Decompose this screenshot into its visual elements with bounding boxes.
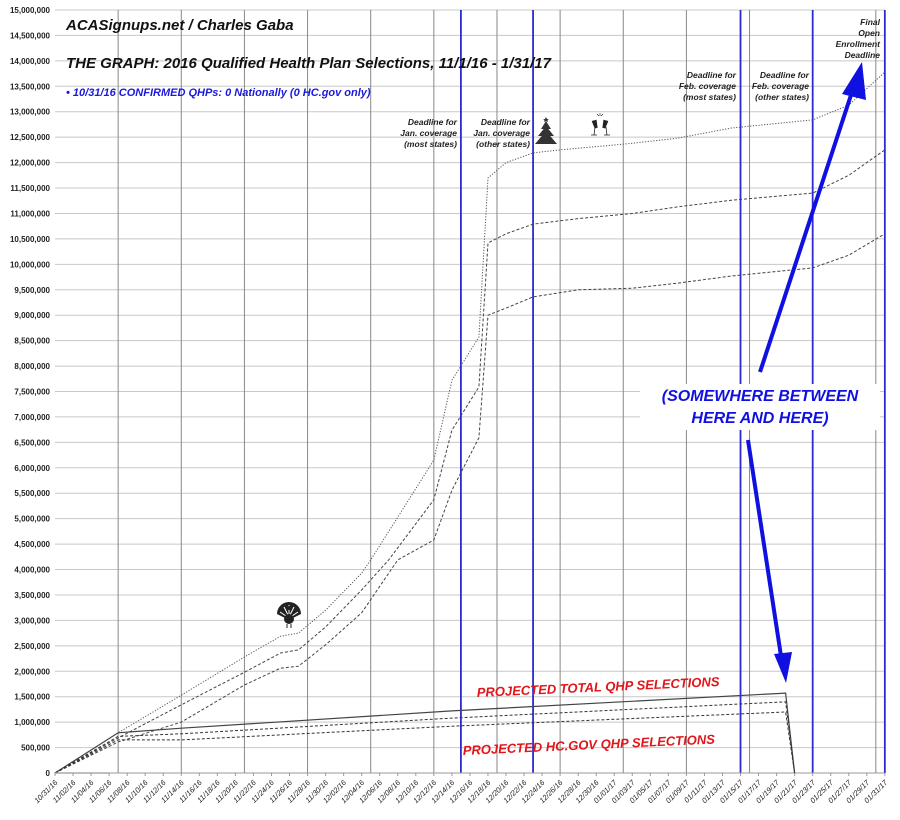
chart-subtitle: • 10/31/16 CONFIRMED QHPs: 0 Nationally … [66,87,371,99]
y-tick-label: 500,000 [21,744,50,753]
arrowhead-up-icon [842,62,866,100]
y-tick-label: 11,500,000 [10,184,50,193]
y-tick-label: 12,000,000 [10,159,51,168]
x-axis: 10/31/1611/02/1611/04/1611/06/1611/08/16… [32,773,890,805]
y-tick-label: 7,000,000 [14,413,50,422]
champagne-toast-icon [591,113,610,136]
y-tick-label: 9,000,000 [14,311,50,320]
y-tick-label: 1,000,000 [14,718,50,727]
annotation-feb-other: Deadline for Feb. coverage (other states… [752,70,810,102]
y-tick-label: 13,000,000 [10,108,51,117]
somewhere-between-text: (SOMEWHERE BETWEEN HERE AND HERE) [640,384,880,430]
y-tick-label: 8,500,000 [14,337,50,346]
chart-title: THE GRAPH: 2016 Qualified Health Plan Se… [66,55,552,72]
y-tick-label: 15,000,000 [10,6,51,15]
arrow-up [758,62,866,373]
y-tick-label: 3,500,000 [14,591,50,600]
annotation-line: (most states) [683,92,736,102]
y-tick-label: 14,500,000 [10,31,51,40]
annotation-line: Feb. coverage [679,81,736,91]
annotation-line: (most states) [404,139,457,149]
y-tick-label: 7,500,000 [14,388,50,397]
annotation-line: Deadline for [408,117,458,127]
y-tick-label: 4,500,000 [14,540,50,549]
annotation-line: Enrollment [836,39,882,49]
annotation-line: Feb. coverage [752,81,809,91]
y-tick-label: 2,500,000 [14,642,50,651]
arrowhead-down-icon [774,652,792,683]
annotation-line: (SOMEWHERE BETWEEN [662,388,859,405]
y-tick-label: 4,000,000 [14,566,50,575]
projected-hcgov-label: PROJECTED HC.GOV QHP SELECTIONS [462,732,715,758]
annotation-final-deadline: Final Open Enrollment Deadline [836,17,882,60]
y-tick-label: 12,500,000 [10,133,51,142]
series-line-2 [54,149,886,774]
y-tick-label: 1,500,000 [14,693,50,702]
annotation-line: Deadline for [760,70,810,80]
annotation-line: (other states) [755,92,809,102]
y-tick-label: 5,500,000 [14,489,50,498]
turkey-icon [277,602,301,628]
y-axis: 0 500,000 1,000,000 1,500,000 2,000,000 2,500… [10,6,51,778]
annotation-jan-most: Deadline for Jan. coverage (most states) [400,117,457,149]
annotation-line: Deadline for [687,70,737,80]
chart-header: ACASignups.net / Charles Gaba [65,17,294,34]
annotation-line: Jan. coverage [400,128,457,138]
annotation-line: HERE AND HERE) [691,410,828,427]
series-line-5 [54,701,796,774]
y-tick-label: 8,000,000 [14,362,50,371]
y-tick-label: 6,500,000 [14,438,50,447]
annotation-line: Deadline [845,50,881,60]
arrow-down [746,439,792,683]
series-line-3 [54,233,886,774]
y-tick-label: 9,500,000 [14,286,50,295]
y-tick-label: 10,000,000 [10,260,51,269]
christmas-tree-icon [535,117,557,144]
y-tick-label: 5,000,000 [14,515,50,524]
series-group [54,71,886,774]
y-tick-label: 13,500,000 [10,82,51,91]
annotation-line: (other states) [476,139,530,149]
y-tick-label: 3,000,000 [14,616,50,625]
series-line-4 [54,692,796,774]
annotation-feb-most: Deadline for Feb. coverage (most states) [679,70,737,102]
projected-total-label: PROJECTED TOTAL QHP SELECTIONS [476,674,720,700]
annotation-jan-other: Deadline for Jan. coverage (other states… [473,117,530,149]
annotation-line: Jan. coverage [473,128,530,138]
y-tick-label: 10,500,000 [10,235,51,244]
y-tick-label: 2,000,000 [14,667,50,676]
annotation-line: Open [858,28,880,38]
annotation-line: Final [860,17,880,27]
annotation-line: Deadline for [481,117,531,127]
y-tick-label: 6,000,000 [14,464,50,473]
y-tick-label: 11,000,000 [10,209,50,218]
y-tick-label: 0 [46,769,51,778]
y-tick-label: 14,000,000 [10,57,51,66]
series-line-1 [54,71,886,774]
